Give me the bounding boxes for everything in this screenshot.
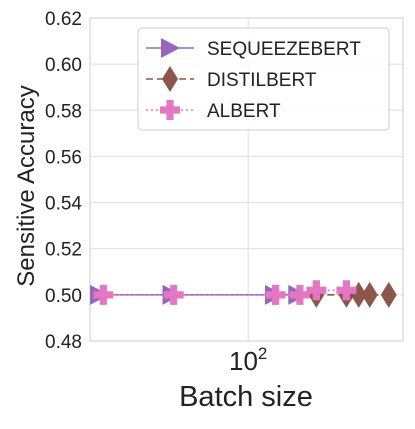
legend-label: SEQUEEZEBERT [207, 39, 361, 60]
legend-item: DISTILBERT [146, 66, 317, 92]
y-axis-label: Sensitive Accuracy [13, 85, 40, 286]
legend-item: SEQUEEZEBERT [146, 38, 361, 60]
y-tick-labels: 0.48 0.50 0.52 0.54 0.56 0.58 0.60 0.62 [45, 9, 82, 353]
plus-marker [160, 100, 180, 120]
plus-marker [265, 284, 286, 305]
plus-marker [336, 280, 357, 301]
y-tick-label: 0.58 [45, 101, 82, 122]
series-distilbert [308, 281, 397, 308]
y-tick-label: 0.60 [45, 55, 82, 76]
legend-label: DISTILBERT [207, 70, 317, 91]
diamond-marker [380, 281, 397, 308]
legend-items: SEQUEEZEBERT DISTILBERT ALBERT [146, 38, 361, 122]
y-tick-label: 0.48 [45, 332, 82, 353]
diamond-marker [162, 66, 178, 92]
plus-marker [93, 284, 114, 305]
y-tick-label: 0.50 [45, 286, 82, 307]
y-tick-label: 0.54 [45, 194, 82, 215]
series-layer [90, 280, 397, 308]
plus-marker [289, 284, 310, 305]
legend-label: ALBERT [207, 101, 281, 122]
y-tick-label: 0.62 [45, 9, 82, 30]
x-tick-labels: 102 [229, 344, 267, 376]
y-tick-label: 0.56 [45, 147, 82, 168]
plus-marker [163, 284, 184, 305]
y-tick-label: 0.52 [45, 240, 82, 261]
x-axis-label: Batch size [179, 381, 313, 413]
x-tick-label: 102 [229, 344, 267, 376]
series-albert [93, 280, 357, 305]
plus-marker [306, 280, 327, 301]
diamond-marker [361, 281, 378, 308]
legend-item: ALBERT [146, 100, 281, 122]
triangle-marker [161, 38, 180, 58]
legend-box [137, 27, 390, 131]
plot-frame [89, 17, 404, 342]
legend: SEQUEEZEBERT DISTILBERT ALBERT [137, 27, 390, 131]
